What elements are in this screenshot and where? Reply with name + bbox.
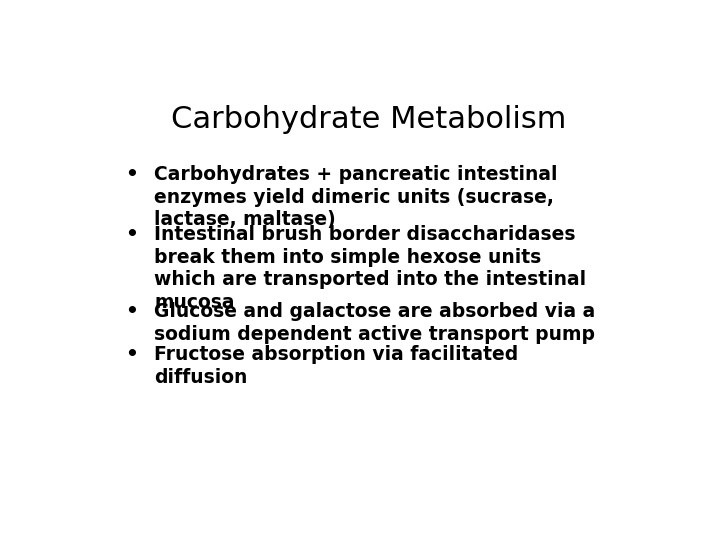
Text: •: •	[125, 302, 138, 321]
Text: Fructose absorption via facilitated
diffusion: Fructose absorption via facilitated diff…	[154, 345, 518, 387]
Text: Carbohydrate Metabolism: Carbohydrate Metabolism	[171, 105, 567, 134]
Text: •: •	[125, 225, 138, 244]
Text: Intestinal brush border disaccharidases
break them into simple hexose units
whic: Intestinal brush border disaccharidases …	[154, 225, 586, 312]
Text: Glucose and galactose are absorbed via a
sodium dependent active transport pump: Glucose and galactose are absorbed via a…	[154, 302, 595, 344]
Text: •: •	[125, 345, 138, 364]
Text: •: •	[125, 165, 138, 184]
Text: Carbohydrates + pancreatic intestinal
enzymes yield dimeric units (sucrase,
lact: Carbohydrates + pancreatic intestinal en…	[154, 165, 558, 230]
